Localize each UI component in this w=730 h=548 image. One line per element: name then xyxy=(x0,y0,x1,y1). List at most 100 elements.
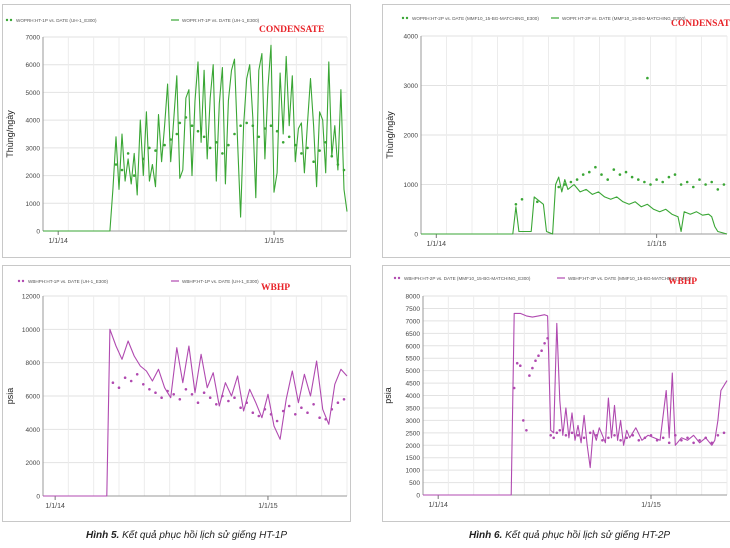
x-tick-label: 1/1/14 xyxy=(427,241,447,248)
data-point-woprh-ht-1p xyxy=(245,121,248,125)
series-line-wbhp-ht-1p xyxy=(43,328,348,497)
data-point-wbhph-ht-2p xyxy=(607,436,610,440)
data-point-woprh-ht-2p xyxy=(600,173,603,176)
data-point-wbhph-ht-2p xyxy=(512,386,516,390)
y-tick-label: 4000 xyxy=(406,393,421,400)
data-point-woprh-ht-1p xyxy=(312,160,315,163)
data-point-wbhph-ht-2p xyxy=(649,434,653,437)
data-point-wbhph-ht-1p xyxy=(117,386,121,389)
data-point-woprh-ht-1p xyxy=(275,129,279,133)
data-point-wbhph-ht-1p xyxy=(245,401,248,404)
data-point-woprh-ht-1p xyxy=(342,168,346,172)
data-point-wbhph-ht-2p xyxy=(588,431,592,435)
data-point-wbhph-ht-1p xyxy=(160,396,163,399)
chart-tag-label: WBHP xyxy=(261,283,290,293)
y-tick-label: 3000 xyxy=(404,83,419,90)
data-point-woprh-ht-2p xyxy=(612,168,616,171)
data-point-wbhph-ht-1p xyxy=(287,404,291,408)
data-point-woprh-ht-1p xyxy=(324,141,328,144)
y-tick-label: 6500 xyxy=(406,331,421,338)
data-point-woprh-ht-2p xyxy=(606,178,609,181)
y-tick-label: 2000 xyxy=(404,133,419,140)
y-axis-label: Thùng/ngày xyxy=(5,110,15,158)
y-axis-label: psia xyxy=(383,387,393,404)
data-point-woprh-ht-2p xyxy=(710,180,713,184)
data-point-wbhph-ht-2p xyxy=(667,441,671,445)
data-point-woprh-ht-1p xyxy=(257,135,261,139)
legend-entry: WBHP:HT-1P vs. DATE (UH-1_E300) xyxy=(182,279,259,284)
data-point-woprh-ht-2p xyxy=(704,183,707,186)
data-point-wbhph-ht-2p xyxy=(549,434,552,437)
y-tick-label: 1500 xyxy=(406,455,421,462)
y-tick-label: 4000 xyxy=(26,118,41,125)
data-point-woprh-ht-2p xyxy=(563,183,567,186)
data-point-wbhph-ht-1p xyxy=(306,411,309,414)
y-tick-label: 1000 xyxy=(26,201,41,208)
data-point-woprh-ht-2p xyxy=(637,178,640,181)
data-point-wbhph-ht-2p xyxy=(525,429,528,432)
y-tick-label: 2500 xyxy=(406,430,421,437)
y-tick-label: 0 xyxy=(414,232,418,239)
legend-entry: WOPR:HT-1P vs. DATE (UH-1_E300) xyxy=(182,18,260,23)
data-point-wbhph-ht-1p xyxy=(208,396,212,399)
data-point-woprh-ht-1p xyxy=(227,143,230,147)
x-tick-label: 1/1/14 xyxy=(48,238,68,245)
data-point-wbhph-ht-2p xyxy=(546,337,549,340)
data-point-woprh-ht-1p xyxy=(300,152,303,155)
data-point-wbhph-ht-2p xyxy=(716,434,720,437)
data-point-wbhph-ht-1p xyxy=(227,399,230,403)
data-point-woprh-ht-1p xyxy=(163,143,166,147)
data-point-woprh-ht-1p xyxy=(190,124,194,127)
data-point-woprh-ht-1p xyxy=(202,135,206,139)
data-point-wbhph-ht-2p xyxy=(619,439,622,442)
data-point-wbhph-ht-1p xyxy=(281,409,285,413)
data-point-wbhph-ht-1p xyxy=(166,389,169,393)
data-point-wbhph-ht-1p xyxy=(178,398,182,401)
data-point-wbhph-ht-1p xyxy=(294,413,297,416)
y-tick-label: 4000 xyxy=(404,34,419,41)
y-axis-label: Thùng/ngày xyxy=(385,111,395,159)
legend-entry: WBHP:HT-2P vs. DATE (MMF10_15-BG-MATCHIN… xyxy=(568,276,692,281)
data-point-woprh-ht-2p xyxy=(520,198,524,201)
y-tick-label: 0 xyxy=(36,494,40,501)
chart-panel-wbhp-ht1p: 0 2000 4000 6000 8000 10000 12000 1/1/14 1/1/15 p… xyxy=(2,265,351,522)
legend-entry: WBHPH:HT-2P vs. DATE (MMF10_15-BG-MATCHI… xyxy=(404,276,531,281)
legend-marker-points xyxy=(9,18,13,22)
data-point-woprh-ht-2p xyxy=(643,180,646,184)
data-point-woprh-ht-2p xyxy=(698,178,701,181)
data-point-woprh-ht-1p xyxy=(269,124,273,127)
data-point-woprh-ht-2p xyxy=(661,180,664,184)
data-point-wbhph-ht-2p xyxy=(582,436,586,440)
data-point-wbhph-ht-1p xyxy=(148,388,151,391)
data-point-woprh-ht-1p xyxy=(126,152,130,155)
legend-entry: WOPRH:HT-2P vs. DATE (MMF10_15-BG-MATCHI… xyxy=(412,16,539,21)
legend-marker-points xyxy=(397,276,401,280)
data-point-woprh-ht-1p xyxy=(184,116,188,119)
data-point-woprh-ht-1p xyxy=(142,157,145,161)
data-point-wbhph-ht-1p xyxy=(172,393,175,396)
data-point-wbhph-ht-2p xyxy=(515,361,519,365)
y-tick-label: 10000 xyxy=(22,327,40,334)
data-point-wbhph-ht-2p xyxy=(534,359,537,362)
y-tick-label: 4500 xyxy=(406,381,421,388)
data-point-wbhph-ht-1p xyxy=(202,391,206,394)
data-point-wbhph-ht-2p xyxy=(686,436,689,440)
data-point-wbhph-ht-2p xyxy=(698,439,701,442)
chart-tag-label: CONDENSATE xyxy=(259,25,324,35)
data-point-woprh-ht-2p xyxy=(655,178,658,181)
data-point-woprh-ht-2p xyxy=(581,173,585,176)
data-point-wbhph-ht-2p xyxy=(637,439,641,442)
y-tick-label: 12000 xyxy=(22,294,40,301)
caption-6-label: Hình 6. xyxy=(469,530,503,541)
data-point-woprh-ht-1p xyxy=(233,132,236,136)
data-point-woprh-ht-2p xyxy=(569,180,573,184)
chart-panel-wbhp-ht2p: 0 500 1000 1500 2000 2500 3000 3500 4000 4500 5000… xyxy=(382,265,730,522)
data-point-wbhph-ht-1p xyxy=(233,396,236,399)
y-tick-label: 2000 xyxy=(26,460,41,467)
chart-panel-condensate-ht2p: 0 1000 2000 3000 4000 1/1/14 1/1/15 Thùng/ngày C… xyxy=(382,4,730,258)
data-point-woprh-ht-2p xyxy=(618,173,622,176)
legend-entry: WBHPH:HT-1P vs. DATE (UH-1_E300) xyxy=(28,279,108,284)
y-tick-label: 0 xyxy=(416,493,420,500)
legend-marker-points xyxy=(393,276,397,280)
data-point-wbhph-ht-2p xyxy=(576,434,580,437)
